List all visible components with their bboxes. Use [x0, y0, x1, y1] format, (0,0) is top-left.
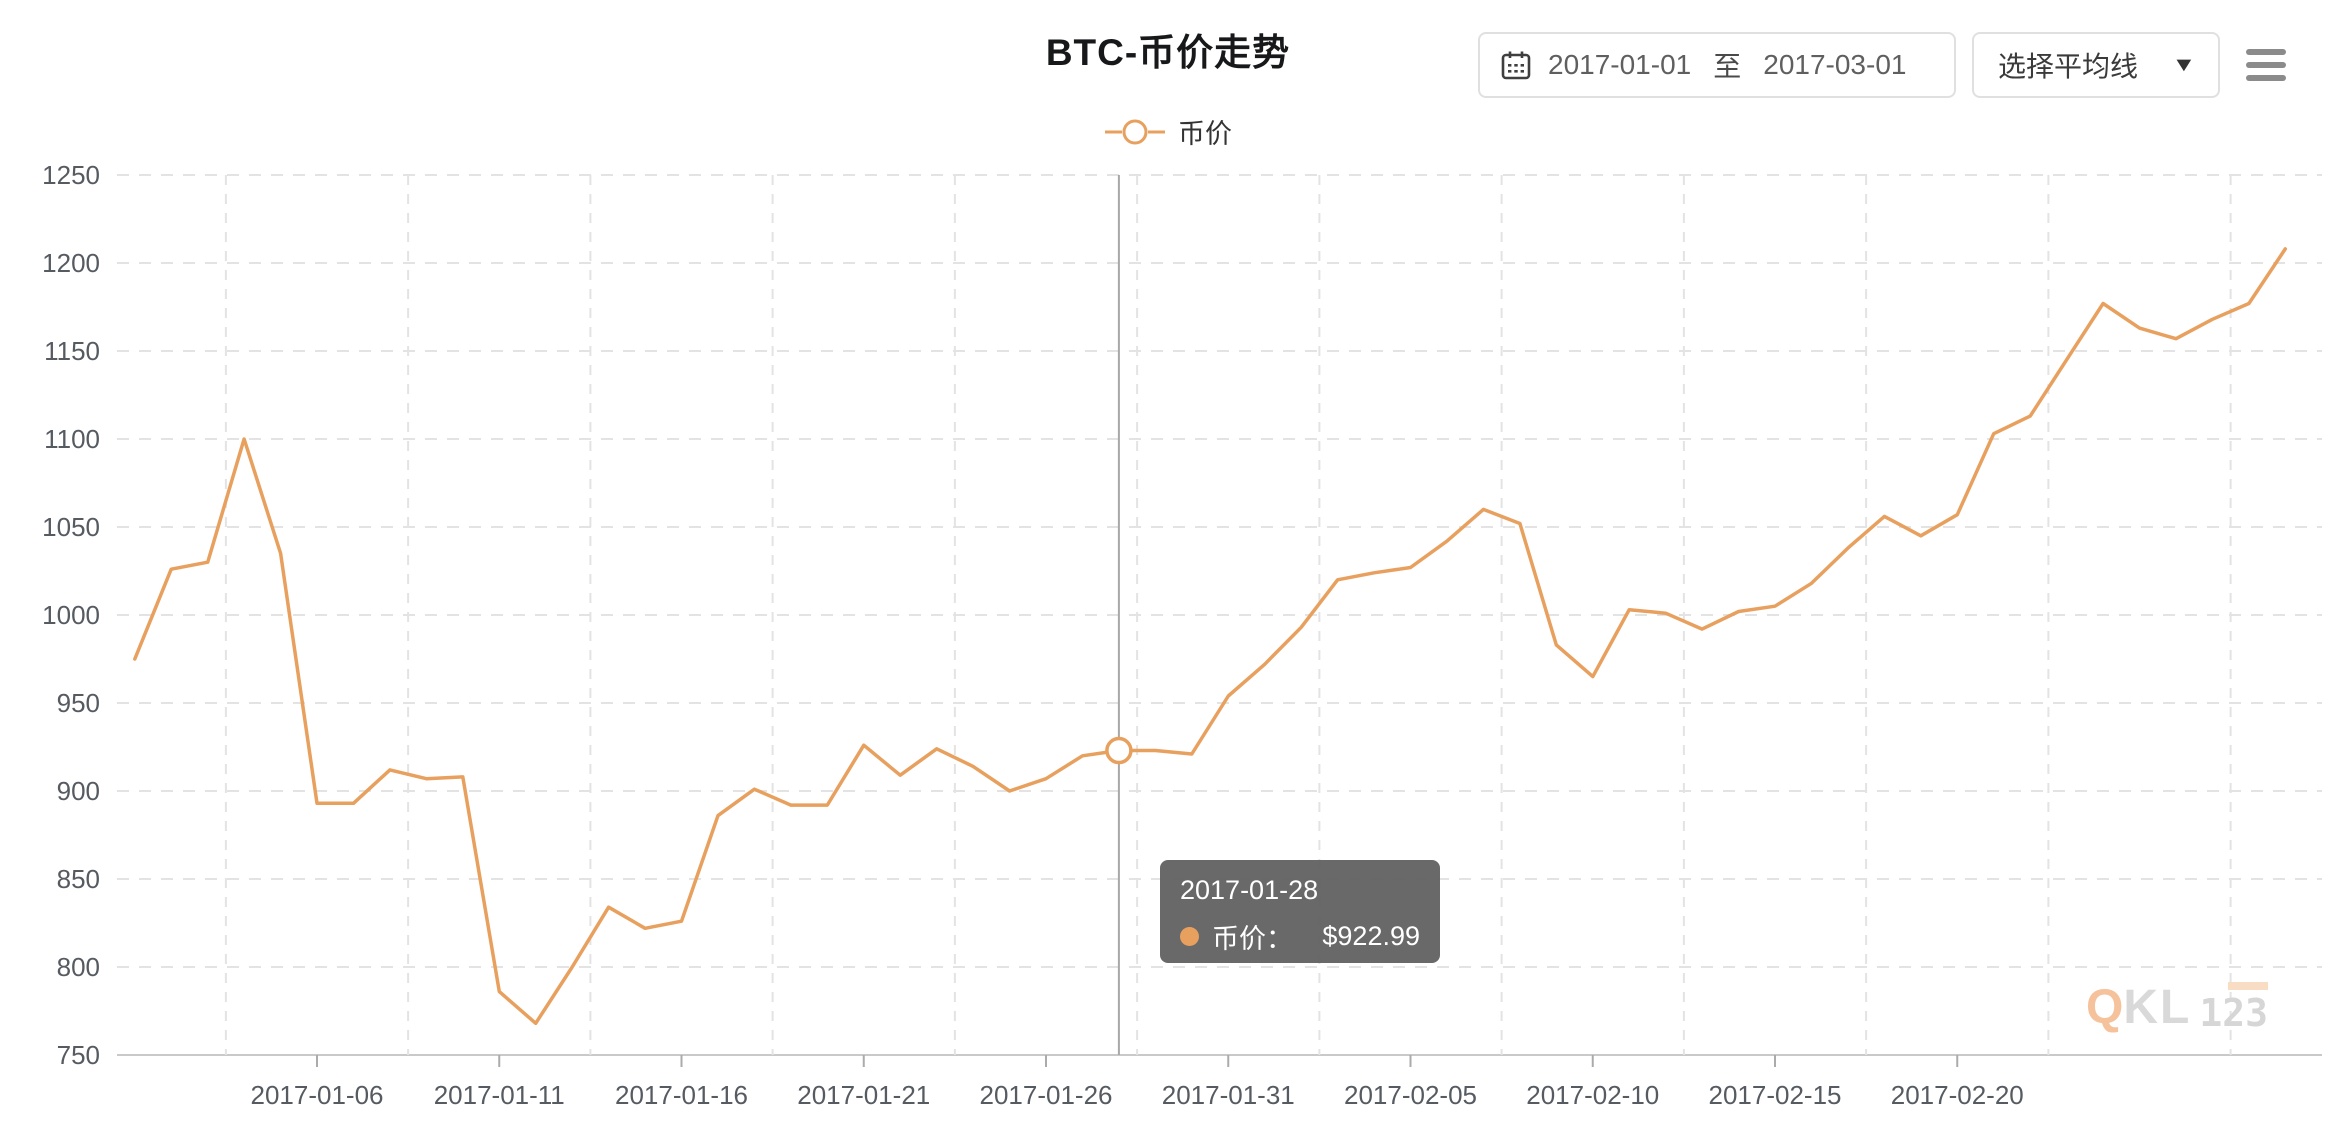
y-axis-label: 1150 [44, 336, 100, 366]
x-axis-label: 2017-01-06 [251, 1080, 384, 1110]
y-axis-label: 900 [57, 776, 100, 806]
date-range-picker[interactable]: 2017-01-01 至 2017-03-01 [1478, 32, 1956, 98]
y-axis-label: 1200 [42, 248, 100, 278]
y-axis-label: 1250 [42, 160, 100, 190]
date-separator: 至 [1713, 51, 1742, 82]
x-axis-label: 2017-02-20 [1891, 1080, 2024, 1110]
legend[interactable]: 币价 [0, 112, 2336, 151]
y-axis-label: 850 [57, 864, 100, 894]
x-axis-label: 2017-02-15 [1709, 1080, 1842, 1110]
highlight-point [1105, 736, 1133, 765]
watermark-bar [2227, 982, 2268, 990]
calendar-icon [1501, 51, 1531, 80]
y-axis-label: 1000 [42, 600, 100, 630]
hamburger-icon [2246, 49, 2286, 55]
date-start-value[interactable]: 2017-01-01 [1548, 49, 1692, 80]
price-line [133, 247, 2288, 1026]
x-axis-label: 2017-01-16 [615, 1080, 748, 1110]
legend-item-price: 币价 [1178, 119, 1232, 149]
x-axis-label: 2017-01-11 [434, 1080, 565, 1110]
date-end-value[interactable]: 2017-03-01 [1763, 49, 1907, 80]
ma-select-dropdown[interactable]: 选择平均线 ▼ [1972, 32, 2220, 98]
y-axis-label: 800 [57, 952, 100, 982]
x-axis-label: 2017-02-10 [1526, 1080, 1659, 1110]
legend-line-marker-icon [1105, 119, 1165, 144]
menu-button[interactable] [2240, 32, 2292, 98]
watermark-digits: 123 [2199, 982, 2268, 1032]
y-axis-label: 1050 [42, 512, 100, 542]
x-axis-label: 2017-01-21 [797, 1080, 930, 1110]
chevron-down-icon: ▼ [2171, 53, 2197, 76]
watermark-q: Q [2086, 981, 2124, 1034]
toolbar: 2017-01-01 至 2017-03-01 选择平均线 ▼ [1478, 32, 2292, 98]
x-axis-label: 2017-01-31 [1162, 1080, 1295, 1110]
y-axis-label: 750 [57, 1040, 100, 1070]
watermark-kl: KL [2123, 981, 2192, 1034]
ma-select-label: 选择平均线 [1998, 51, 2139, 82]
x-axis-label: 2017-01-26 [980, 1080, 1113, 1110]
x-axis-label: 2017-02-05 [1344, 1080, 1477, 1110]
page-title: BTC-币价走势 [1045, 32, 1291, 73]
y-axis-label: 950 [57, 688, 100, 718]
qkl123-watermark: Q KL 123 [2086, 981, 2268, 1034]
y-axis-label: 1100 [44, 424, 100, 454]
